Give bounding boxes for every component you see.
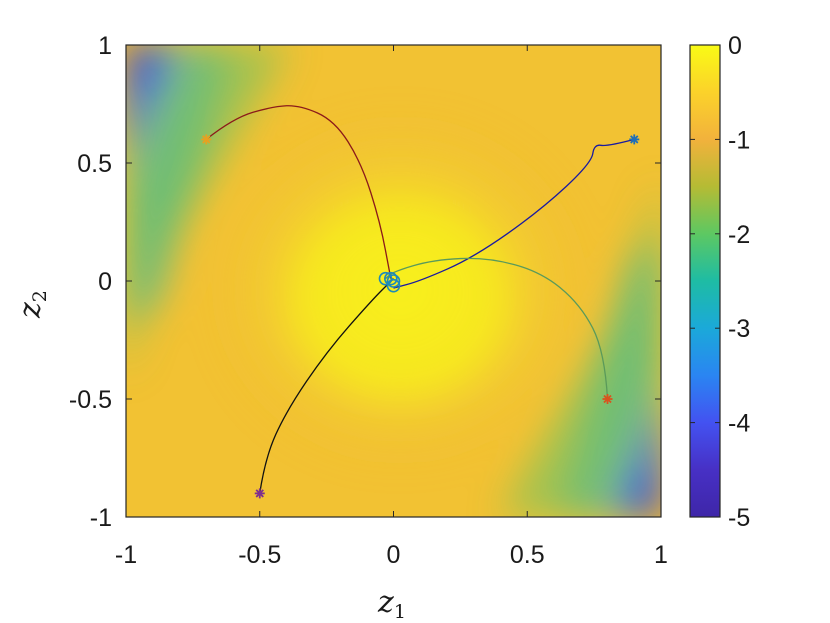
x-tick-label: -0.5 [238,541,281,569]
x-tick-label: 0.5 [510,541,545,569]
colorbar-gradient [689,44,721,518]
x-axis-title: z1 [377,585,406,623]
x-tick-label: 1 [654,541,668,569]
end-marker-2 [386,274,401,288]
colorbar-ticks: 0 -1 -2 -3 -4 -5 [690,32,750,532]
y-tick-label: -1 [90,504,112,532]
x-axis-ticks: -1 -0.5 0 0.5 1 [115,45,668,569]
colorbar-tick-label: -4 [728,410,750,438]
colorbar-tick-label: -3 [728,315,750,343]
colorbar: 0 -1 -2 -3 -4 -5 [689,32,750,532]
start-marker-4 [254,488,265,499]
y-tick-label: 0.5 [77,150,112,178]
trajectories [205,105,635,494]
colorbar-tick-label: -2 [728,221,750,249]
start-marker-3 [602,394,613,404]
svg-text:z1: z1 [377,585,406,623]
end-marker-4 [384,271,398,286]
markers [201,134,640,499]
y-tick-label: 0 [98,268,112,296]
y-tick-label: -0.5 [69,386,112,414]
x-tick-label: 0 [387,541,401,569]
y-axis-title: z2 [13,290,51,319]
y-axis-ticks: -1 -0.5 0 0.5 1 [69,32,661,532]
svg-text:z2: z2 [13,290,51,319]
start-marker-1 [201,134,212,145]
start-marker-2 [629,134,640,145]
trajectory-line-2 [393,138,635,289]
colorbar-tick-label: -1 [728,126,750,154]
trajectory-line-3 [385,257,609,400]
y-tick-label: 1 [98,32,112,60]
contour-background [126,45,661,517]
trajectory-line-4 [259,278,394,494]
colorbar-tick-label: 0 [728,32,742,60]
end-marker-1 [378,271,393,286]
end-marker-3 [386,278,401,293]
x-tick-label: -1 [115,541,137,569]
colorbar-tick-label: -5 [728,504,750,532]
trajectory-line-1 [205,105,392,279]
